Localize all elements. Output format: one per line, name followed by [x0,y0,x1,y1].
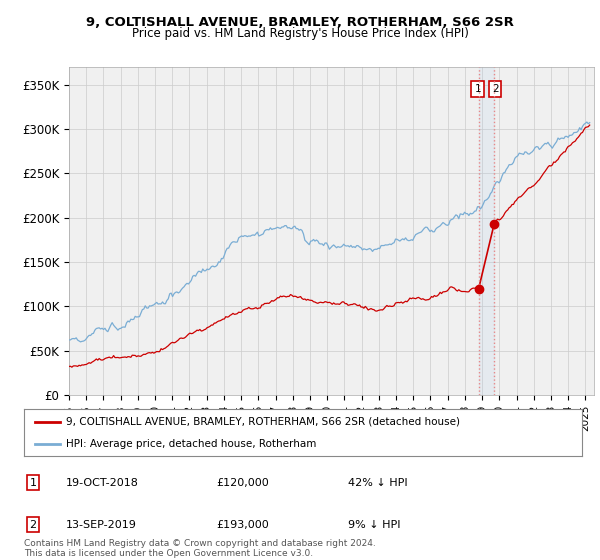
Text: £120,000: £120,000 [216,478,269,488]
Text: HPI: Average price, detached house, Rotherham: HPI: Average price, detached house, Roth… [66,438,316,449]
Text: 9, COLTISHALL AVENUE, BRAMLEY, ROTHERHAM, S66 2SR: 9, COLTISHALL AVENUE, BRAMLEY, ROTHERHAM… [86,16,514,29]
Text: Contains HM Land Registry data © Crown copyright and database right 2024.
This d: Contains HM Land Registry data © Crown c… [24,539,376,558]
Text: 9% ↓ HPI: 9% ↓ HPI [348,520,401,530]
Text: 1: 1 [475,85,481,94]
Text: 1: 1 [29,478,37,488]
Text: 19-OCT-2018: 19-OCT-2018 [66,478,139,488]
Text: 13-SEP-2019: 13-SEP-2019 [66,520,137,530]
Text: £193,000: £193,000 [216,520,269,530]
Text: 2: 2 [492,85,499,94]
Text: Price paid vs. HM Land Registry's House Price Index (HPI): Price paid vs. HM Land Registry's House … [131,27,469,40]
Text: 9, COLTISHALL AVENUE, BRAMLEY, ROTHERHAM, S66 2SR (detached house): 9, COLTISHALL AVENUE, BRAMLEY, ROTHERHAM… [66,417,460,427]
Text: 2: 2 [29,520,37,530]
Bar [479,67,494,395]
Text: 42% ↓ HPI: 42% ↓ HPI [348,478,407,488]
